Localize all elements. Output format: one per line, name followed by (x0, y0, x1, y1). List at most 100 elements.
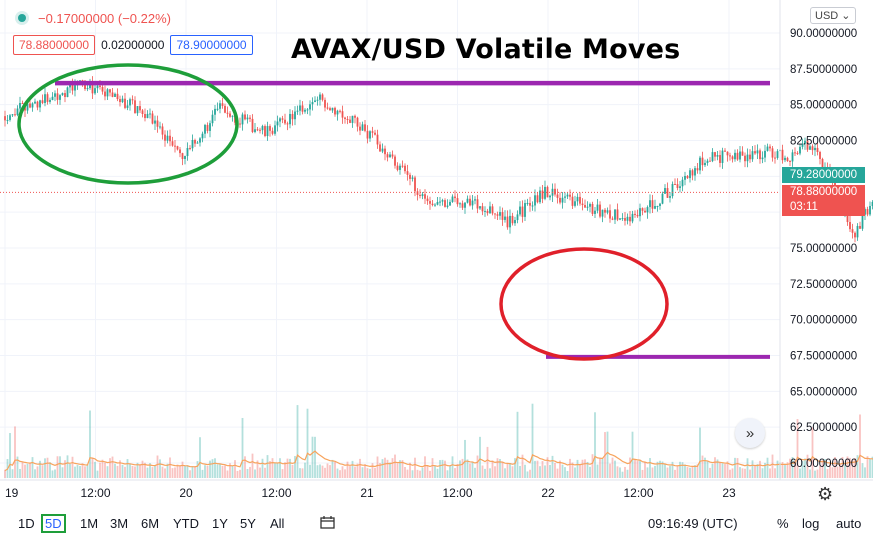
candle-body (131, 99, 134, 101)
timeframe-1d[interactable]: 1D (18, 516, 35, 531)
volume-bar (616, 466, 619, 478)
candle-body (706, 160, 709, 163)
volume-bar (756, 464, 759, 478)
candle-body (529, 202, 531, 206)
volume-bar (816, 469, 819, 478)
volume-bar (776, 460, 779, 478)
price-tick-label: 65.00000000 (790, 386, 857, 398)
volume-bar (524, 464, 526, 478)
volume-bar (486, 446, 489, 478)
candle-body (74, 85, 76, 91)
currency-selector[interactable]: USD ⌄ (810, 7, 856, 24)
volume-bar (864, 467, 866, 478)
volume-bar (414, 457, 416, 478)
volume-bar (686, 467, 689, 478)
volume-bar (251, 453, 254, 478)
volume-bar (221, 465, 224, 478)
volume-bar (461, 458, 464, 478)
volume-bar (324, 467, 326, 478)
timeframe-5d[interactable]: 5D (41, 514, 66, 533)
volume-bar (746, 458, 749, 478)
candle-body (539, 190, 541, 203)
spread-value: 0.02000000 (101, 38, 165, 52)
timeframe-3m[interactable]: 3M (110, 516, 129, 531)
utc-clock[interactable]: 09:16:49 (UTC) (648, 516, 738, 531)
bid-price-button[interactable]: 78.88000000 (13, 35, 96, 55)
volume-bar (209, 460, 211, 478)
candle-body (6, 119, 9, 121)
candle-body (591, 204, 594, 214)
candle-body (821, 158, 824, 171)
timeframe-1y[interactable]: 1Y (212, 516, 228, 531)
timeframe-5y[interactable]: 5Y (240, 516, 256, 531)
timeframe-ytd[interactable]: YTD (173, 516, 199, 531)
candle-body (664, 188, 666, 194)
candle-body (666, 188, 669, 198)
time-tick-label: 19 (5, 486, 19, 500)
auto-toggle[interactable]: auto (836, 516, 862, 531)
volume-bar (191, 466, 194, 478)
volume-bar (674, 469, 676, 478)
ask-price-button[interactable]: 78.90000000 (170, 35, 253, 55)
gear-icon[interactable]: ⚙ (817, 484, 834, 504)
candle-body (26, 103, 29, 111)
candle-body (554, 188, 556, 195)
timeframe-6m[interactable]: 6M (141, 516, 160, 531)
candle-body (589, 204, 591, 207)
candle-body (186, 148, 189, 157)
candle-body (669, 196, 671, 198)
volume-bar (36, 466, 39, 478)
candle-body (66, 87, 69, 98)
volume-bar (499, 459, 501, 478)
volume-bar (564, 467, 566, 478)
candle-body (36, 101, 39, 108)
volume-bar (101, 459, 104, 478)
volume-bar (854, 458, 856, 478)
volume-bar (479, 436, 481, 478)
volume-bar (41, 465, 44, 478)
volume-bar (856, 455, 859, 478)
candle-body (781, 149, 784, 161)
volume-bar (491, 460, 494, 478)
volume-bar (514, 458, 516, 478)
candle-body (504, 216, 506, 220)
candle-body (609, 210, 611, 219)
volume-bar (596, 464, 599, 478)
candle-body (101, 86, 104, 92)
volume-bar (39, 460, 41, 478)
percent-toggle[interactable]: % (777, 516, 789, 531)
timeframe-1m[interactable]: 1M (80, 516, 99, 531)
candle-body (709, 160, 711, 162)
candle-body (441, 200, 444, 202)
candle-body (309, 104, 311, 110)
candle-body (284, 119, 286, 124)
candle-body (396, 165, 399, 170)
market-status-icon (18, 14, 26, 22)
log-toggle[interactable]: log (802, 516, 820, 531)
candle-body (171, 141, 174, 146)
timeframe-all[interactable]: All (270, 516, 285, 531)
volume-bar (819, 465, 821, 478)
candle-body (164, 134, 166, 141)
candle-body (856, 225, 859, 238)
volume-bar (401, 460, 404, 478)
candle-body (639, 208, 641, 217)
price-tick-label: 72.50000000 (790, 279, 857, 291)
volume-bar (576, 459, 579, 478)
calendar-icon[interactable] (320, 516, 336, 530)
candle-body (31, 103, 34, 108)
volume-bar (34, 469, 36, 478)
candle-body (96, 85, 99, 89)
fast-forward-icon[interactable]: » (735, 418, 765, 448)
candle-body (256, 129, 259, 131)
volume-bar (736, 458, 739, 478)
volume-bar (266, 455, 269, 478)
volume-bar (659, 460, 661, 478)
volume-bar (144, 462, 146, 478)
volume-bar (321, 465, 324, 478)
candle-body (116, 93, 119, 100)
candle-body (109, 89, 111, 93)
candle-body (854, 232, 856, 238)
volume-bar (429, 470, 431, 478)
